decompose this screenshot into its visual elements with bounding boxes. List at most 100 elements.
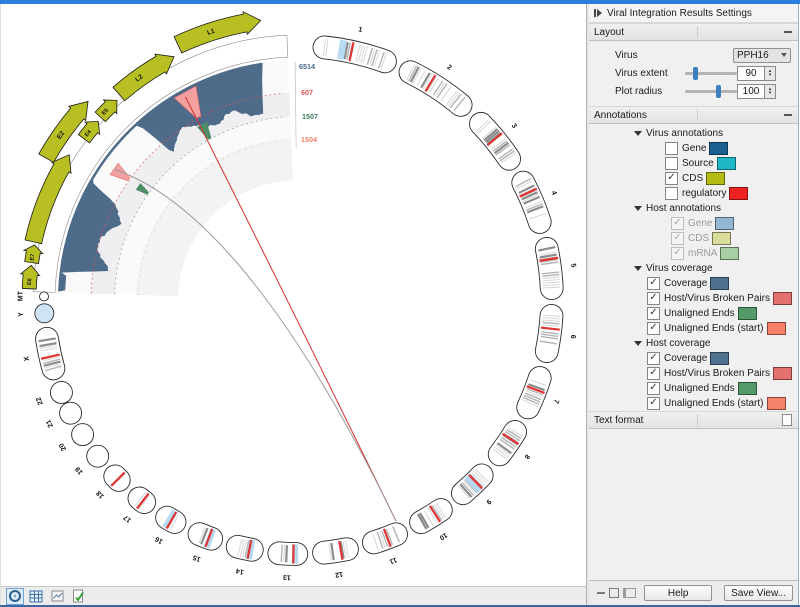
report-view-icon[interactable] bbox=[69, 588, 87, 605]
chromosome-15[interactable]: 15 bbox=[192, 527, 214, 562]
expand-all-icon[interactable] bbox=[609, 588, 619, 598]
chromosome-14[interactable]: 14 bbox=[235, 539, 253, 575]
cds-color-swatch[interactable] bbox=[712, 232, 731, 245]
virus-dropdown[interactable]: PPH16 bbox=[733, 48, 791, 63]
chromosome-label: 16 bbox=[154, 535, 164, 545]
chromosome-6[interactable]: 6 bbox=[540, 315, 576, 351]
virus-extent-slider[interactable] bbox=[685, 72, 738, 75]
chromosome-3[interactable]: 3 bbox=[476, 120, 517, 163]
collapse-triangle-icon[interactable] bbox=[634, 206, 642, 211]
plot-radius-slider[interactable] bbox=[685, 90, 738, 93]
chromosome-8[interactable]: 8 bbox=[493, 427, 531, 460]
coverage-color-swatch[interactable] bbox=[710, 277, 729, 290]
chromosome-label: 1 bbox=[358, 26, 363, 34]
virus-extent-slider-handle[interactable] bbox=[693, 67, 698, 80]
spinner-arrows-icon[interactable]: ▴▾ bbox=[765, 84, 776, 99]
virus-extent-spinbox[interactable]: 90 ▴▾ bbox=[737, 66, 776, 81]
annotation-item-virus-annotations-regulatory: regulatory bbox=[589, 186, 798, 201]
coverage-checkbox[interactable] bbox=[647, 277, 660, 290]
virus-gene-label: E6 bbox=[27, 278, 33, 285]
text-format-icon bbox=[782, 414, 792, 426]
collapse-triangle-icon[interactable] bbox=[634, 341, 642, 346]
collapse-triangle-icon[interactable] bbox=[634, 266, 642, 271]
chromosome-17[interactable]: 17 bbox=[122, 492, 149, 523]
host-virus-broken-pairs-checkbox[interactable] bbox=[647, 367, 660, 380]
chromosome-19[interactable]: 19 bbox=[74, 445, 108, 475]
annotation-group-label: Host coverage bbox=[646, 338, 710, 349]
unaligned-ends-start-checkbox[interactable] bbox=[647, 322, 660, 335]
circular-view-icon[interactable] bbox=[6, 588, 24, 605]
dock-panel-icon[interactable] bbox=[623, 588, 636, 598]
unaligned-ends-checkbox[interactable] bbox=[647, 382, 660, 395]
virus-dropdown-value: PPH16 bbox=[737, 50, 781, 61]
mrna-color-swatch[interactable] bbox=[720, 247, 739, 260]
chromosome-20[interactable]: 20 bbox=[58, 424, 94, 452]
chromosome-label: 18 bbox=[95, 489, 106, 500]
coverage-checkbox[interactable] bbox=[647, 352, 660, 365]
chromosome-21[interactable]: 21 bbox=[45, 402, 82, 428]
chromosome-18[interactable]: 18 bbox=[95, 472, 125, 499]
unaligned-ends-color-swatch[interactable] bbox=[738, 307, 757, 320]
collapse-panel-icon[interactable] bbox=[594, 9, 602, 17]
annotation-group-virus-annotations[interactable]: Virus annotations bbox=[589, 126, 798, 141]
unaligned-ends-checkbox[interactable] bbox=[647, 307, 660, 320]
help-button[interactable]: Help bbox=[644, 585, 712, 601]
chromosome-22[interactable]: 22 bbox=[35, 381, 72, 405]
chromosome-9[interactable]: 9 bbox=[458, 469, 492, 505]
chromosome-10[interactable]: 10 bbox=[418, 503, 448, 541]
collapse-triangle-icon[interactable] bbox=[634, 131, 642, 136]
chromosome-label: 5 bbox=[569, 263, 576, 268]
collapse-all-icon[interactable] bbox=[597, 592, 605, 594]
graph-view-icon[interactable] bbox=[48, 588, 66, 605]
chromosome-16[interactable]: 16 bbox=[154, 511, 179, 545]
host-virus-broken-pairs-color-swatch[interactable] bbox=[773, 367, 792, 380]
unaligned-ends-start-color-swatch[interactable] bbox=[767, 322, 786, 335]
chromosome-label: 7 bbox=[552, 398, 560, 404]
table-view-icon[interactable] bbox=[27, 588, 45, 605]
layout-section-header[interactable]: Layout bbox=[589, 23, 798, 41]
host-virus-broken-pairs-checkbox[interactable] bbox=[647, 292, 660, 305]
side-panel-title: Viral Integration Results Settings bbox=[607, 8, 752, 19]
annotations-section-header[interactable]: Annotations bbox=[589, 106, 798, 124]
unaligned-ends-start-color-swatch[interactable] bbox=[767, 397, 786, 410]
side-panel-header: Viral Integration Results Settings bbox=[589, 4, 798, 23]
chromosome-11[interactable]: 11 bbox=[373, 526, 400, 564]
annotation-group-host-coverage[interactable]: Host coverage bbox=[589, 336, 798, 351]
chromosome-7[interactable]: 7 bbox=[522, 378, 559, 407]
minimize-section-icon[interactable] bbox=[784, 114, 792, 116]
chromosome-x[interactable]: X bbox=[23, 338, 61, 370]
regulatory-checkbox[interactable] bbox=[665, 187, 678, 200]
circular-genome-plot[interactable]: E6E7E2E4E5L2L112345678910111213141516171… bbox=[1, 4, 586, 583]
unaligned-ends-color-swatch[interactable] bbox=[738, 382, 757, 395]
annotation-group-host-annotations[interactable]: Host annotations bbox=[589, 201, 798, 216]
spinner-arrows-icon[interactable]: ▴▾ bbox=[765, 66, 776, 81]
gene-checkbox[interactable] bbox=[665, 142, 678, 155]
annotation-item-host-coverage-unaligned-ends-start: Unaligned Ends (start) bbox=[589, 396, 798, 411]
annotation-item-label: Coverage bbox=[664, 353, 707, 364]
coverage-color-swatch[interactable] bbox=[710, 352, 729, 365]
chromosome-4[interactable]: 4 bbox=[516, 179, 558, 222]
cds-color-swatch[interactable] bbox=[706, 172, 725, 185]
source-color-swatch[interactable] bbox=[717, 157, 736, 170]
cds-checkbox[interactable] bbox=[665, 172, 678, 185]
layout-section-title: Layout bbox=[594, 27, 624, 38]
minimize-section-icon[interactable] bbox=[784, 31, 792, 33]
text-format-section-header[interactable]: Text format bbox=[589, 411, 798, 429]
host-virus-broken-pairs-color-swatch[interactable] bbox=[773, 292, 792, 305]
chromosome-2[interactable]: 2 bbox=[407, 64, 465, 111]
unaligned-ends-start-checkbox[interactable] bbox=[647, 397, 660, 410]
annotation-item-virus-coverage-host-virus-broken-pairs: Host/Virus Broken Pairs bbox=[589, 291, 798, 306]
chromosome-y[interactable]: Y bbox=[18, 304, 54, 323]
chromosome-5[interactable]: 5 bbox=[538, 247, 576, 288]
plot-radius-spinbox[interactable]: 100 ▴▾ bbox=[737, 84, 776, 99]
annotation-group-virus-coverage[interactable]: Virus coverage bbox=[589, 261, 798, 276]
regulatory-color-swatch[interactable] bbox=[729, 187, 748, 200]
gene-color-swatch[interactable] bbox=[715, 217, 734, 230]
chromosome-1[interactable]: 1 bbox=[324, 26, 387, 69]
plot-radius-slider-handle[interactable] bbox=[716, 85, 721, 98]
gene-color-swatch[interactable] bbox=[709, 142, 728, 155]
chromosome-13[interactable]: 13 bbox=[279, 544, 298, 580]
source-checkbox[interactable] bbox=[665, 157, 678, 170]
chromosome-12[interactable]: 12 bbox=[324, 541, 349, 578]
save-view-button[interactable]: Save View... bbox=[724, 585, 793, 601]
